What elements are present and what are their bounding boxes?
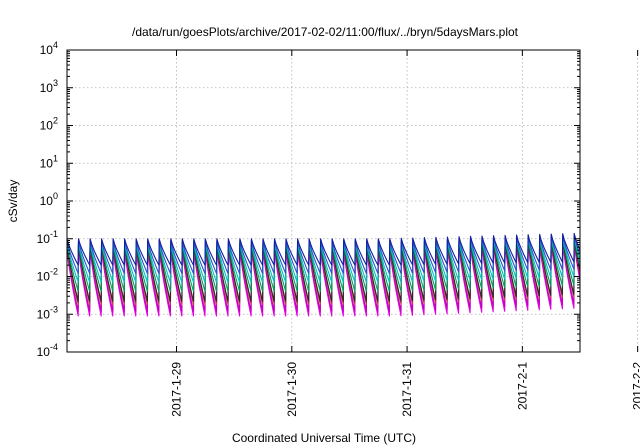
- y-tick-label: 10-2: [37, 267, 58, 284]
- y-tick-label: 104: [40, 40, 58, 57]
- y-tick-label: 103: [40, 78, 58, 95]
- series-layer: [66, 232, 581, 317]
- y-tick-label: 102: [40, 116, 58, 133]
- x-tick-label: 2017-1-30: [285, 362, 299, 417]
- x-tick-label: 2017-2-1: [515, 362, 529, 410]
- chart-title: /data/run/goesPlots/archive/2017-02-02/1…: [132, 25, 519, 39]
- y-axis-label: cSv/day: [6, 180, 20, 223]
- y-tick-label: 101: [40, 153, 58, 170]
- series-line-8: [66, 232, 581, 266]
- grid-layer: [67, 50, 639, 352]
- x-axis-label: Coordinated Universal Time (UTC): [232, 431, 416, 445]
- y-tick-label: 100: [40, 191, 58, 208]
- y-tick-label: 10-4: [37, 342, 58, 359]
- x-tick-label: 2017-2-2: [631, 362, 640, 410]
- x-tick-label: 2017-1-29: [170, 362, 184, 417]
- y-tick-label: 10-1: [37, 229, 58, 246]
- x-axis: 2017-1-29 2017-1-30 2017-1-31 2017-2-1 2017-…: [170, 50, 640, 417]
- x-tick-label: 2017-1-31: [400, 362, 414, 417]
- y-tick-label: 10-3: [37, 304, 58, 321]
